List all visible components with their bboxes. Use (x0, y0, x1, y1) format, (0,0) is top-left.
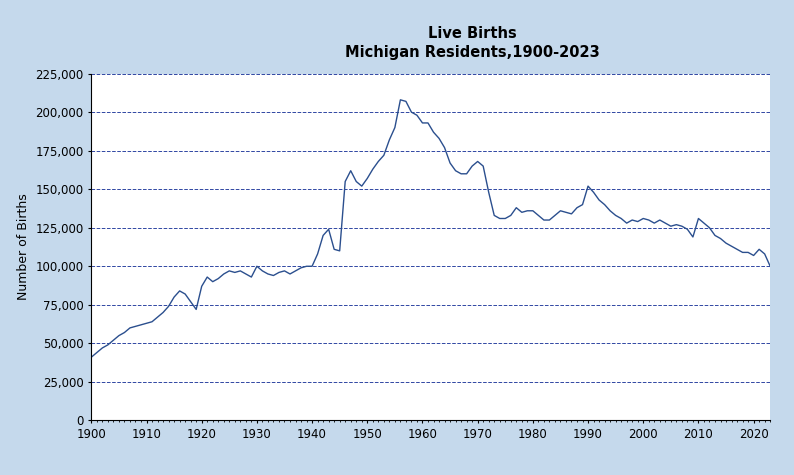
Y-axis label: Number of Births: Number of Births (17, 194, 30, 300)
Text: Live Births: Live Births (428, 26, 517, 41)
Text: Michigan Residents,1900-2023: Michigan Residents,1900-2023 (345, 45, 599, 60)
